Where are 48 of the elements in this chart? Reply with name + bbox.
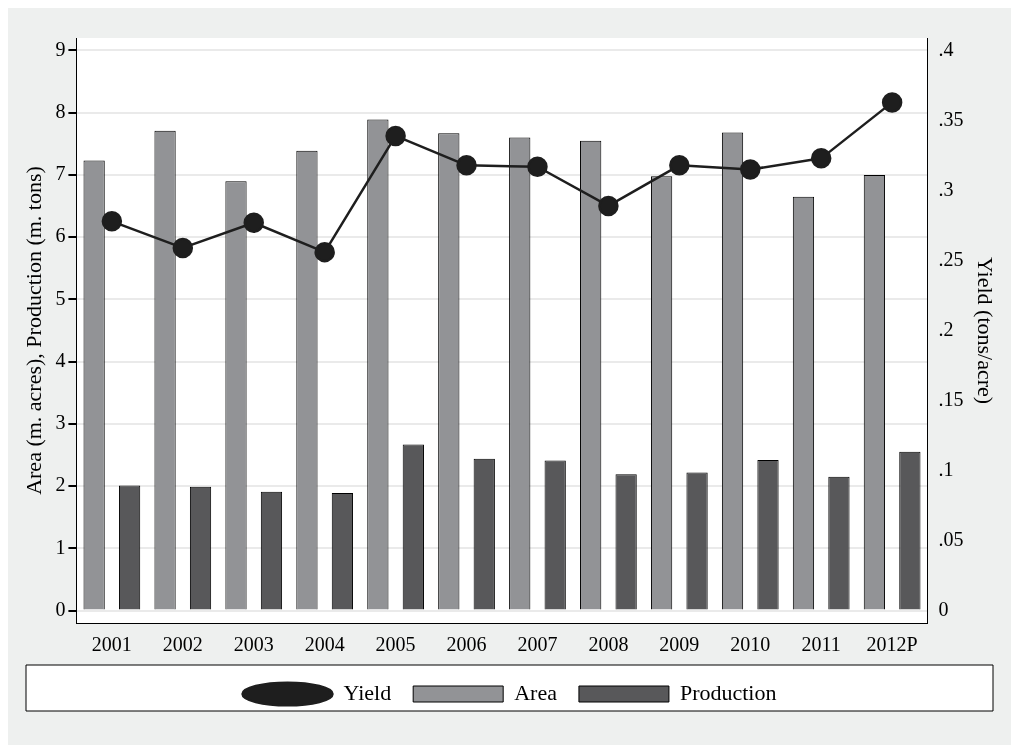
point <box>881 92 903 113</box>
point <box>243 212 264 233</box>
legend-label: Yield <box>343 679 392 705</box>
y2-tick-label: .35 <box>938 107 964 130</box>
x-tick-label: 2001 <box>91 633 132 656</box>
y2-tick-label: 0 <box>938 597 949 620</box>
point <box>527 156 548 178</box>
x-tick-label: 2007 <box>517 633 558 656</box>
point <box>669 155 690 176</box>
y2-tick-label: .05 <box>938 527 964 550</box>
y-tick-label: 7 <box>55 162 66 185</box>
y-tick-label: 4 <box>55 348 66 371</box>
legend-label: Area <box>514 679 558 705</box>
x-tick-label: 2011 <box>801 633 841 656</box>
y2-tick-label: .3 <box>938 177 954 200</box>
x-tick-label: 2012P <box>866 633 918 656</box>
y2-tick-label: .25 <box>938 247 964 270</box>
y-tick-label: 8 <box>55 99 66 122</box>
point <box>456 155 477 176</box>
y-tick-label: 2 <box>55 473 66 496</box>
x-tick-label: 2004 <box>304 633 345 656</box>
x-tick-label: 2005 <box>375 633 416 656</box>
point <box>385 125 406 147</box>
point <box>101 211 123 232</box>
y-tick-label: 6 <box>55 224 66 247</box>
x-tick-label: 2009 <box>659 633 700 656</box>
y-tick-label: 5 <box>55 286 66 309</box>
point <box>314 241 335 263</box>
x-tick-label: 2006 <box>446 633 487 656</box>
x-tick-label: 2002 <box>162 633 203 656</box>
point <box>172 237 194 259</box>
x-tick-label: 2003 <box>233 633 274 656</box>
y-tick-label: 1 <box>55 535 66 558</box>
y-tick-label: 3 <box>55 411 66 434</box>
y2-axis-title: Yield (tons/acre) <box>973 256 999 405</box>
point <box>810 148 832 169</box>
y2-tick-label: .15 <box>938 387 964 410</box>
y2-tick-label: .4 <box>938 37 954 60</box>
y2-tick-label: .2 <box>938 317 954 340</box>
legend-label: Production <box>679 679 777 705</box>
point <box>740 159 761 180</box>
y-axis-title: Area (m. acres), Production (m. tons) <box>20 166 46 495</box>
y2-tick-label: .1 <box>938 457 954 480</box>
y-tick-label: 9 <box>55 37 66 60</box>
y-tick-label: 0 <box>55 597 66 620</box>
x-tick-label: 2008 <box>588 633 629 656</box>
point <box>598 195 619 217</box>
x-tick-label: 2010 <box>730 633 771 656</box>
